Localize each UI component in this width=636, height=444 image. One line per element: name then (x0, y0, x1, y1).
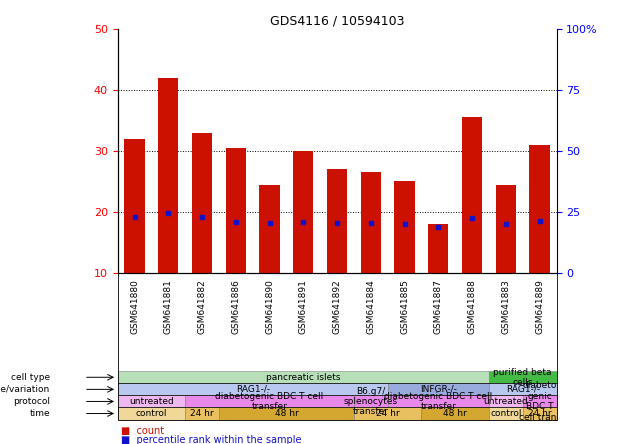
Bar (530, 145, 550, 273)
Bar (192, 133, 212, 273)
Text: genotype/variation: genotype/variation (0, 385, 50, 394)
Bar (489, 371, 556, 383)
Text: cell type: cell type (11, 373, 50, 382)
Text: control: control (135, 409, 167, 418)
Text: RAG1-/-: RAG1-/- (506, 385, 540, 394)
Bar (361, 172, 381, 273)
Text: INFGR-/-: INFGR-/- (420, 385, 457, 394)
Text: 48 hr: 48 hr (443, 409, 467, 418)
Bar (354, 396, 388, 408)
Bar (428, 224, 448, 273)
Text: protocol: protocol (13, 397, 50, 406)
Bar (118, 371, 489, 383)
Bar (118, 408, 185, 420)
Text: diabeto
genic
BDC T
cell trans: diabeto genic BDC T cell trans (518, 381, 560, 421)
Text: purified beta
cells: purified beta cells (494, 368, 552, 387)
Text: diabetogenic BDC T cell
transfer: diabetogenic BDC T cell transfer (384, 392, 492, 411)
Bar (219, 408, 354, 420)
Bar (495, 185, 516, 273)
Text: diabetogenic BDC T cell
transfer: diabetogenic BDC T cell transfer (216, 392, 324, 411)
Bar (388, 396, 489, 408)
Bar (394, 182, 415, 273)
Bar (489, 383, 556, 396)
Bar (185, 408, 219, 420)
Text: 24 hr: 24 hr (528, 409, 551, 418)
Text: ■  percentile rank within the sample: ■ percentile rank within the sample (121, 435, 301, 444)
Bar (158, 78, 179, 273)
Bar (462, 117, 482, 273)
Text: pancreatic islets: pancreatic islets (266, 373, 340, 382)
Bar (226, 148, 246, 273)
Bar (523, 408, 556, 420)
Text: control: control (490, 409, 522, 418)
Bar (523, 396, 556, 408)
Bar (118, 396, 185, 408)
Title: GDS4116 / 10594103: GDS4116 / 10594103 (270, 15, 404, 28)
Text: RAG1-/-: RAG1-/- (235, 385, 270, 394)
Text: untreated: untreated (129, 397, 174, 406)
Text: B6.g7/
splenocytes
transfer: B6.g7/ splenocytes transfer (344, 387, 398, 416)
Bar (125, 139, 144, 273)
Text: 48 hr: 48 hr (275, 409, 298, 418)
Bar (118, 383, 388, 396)
Text: 24 hr: 24 hr (190, 409, 214, 418)
Text: 24 hr: 24 hr (376, 409, 399, 418)
Bar (185, 396, 354, 408)
Bar (489, 396, 523, 408)
Bar (388, 383, 489, 396)
Bar (422, 408, 489, 420)
Bar (327, 169, 347, 273)
Bar (259, 185, 280, 273)
Bar (293, 151, 314, 273)
Text: time: time (29, 409, 50, 418)
Text: untreated: untreated (483, 397, 529, 406)
Bar (354, 408, 422, 420)
Bar (489, 408, 523, 420)
Text: ■  count: ■ count (121, 426, 164, 436)
